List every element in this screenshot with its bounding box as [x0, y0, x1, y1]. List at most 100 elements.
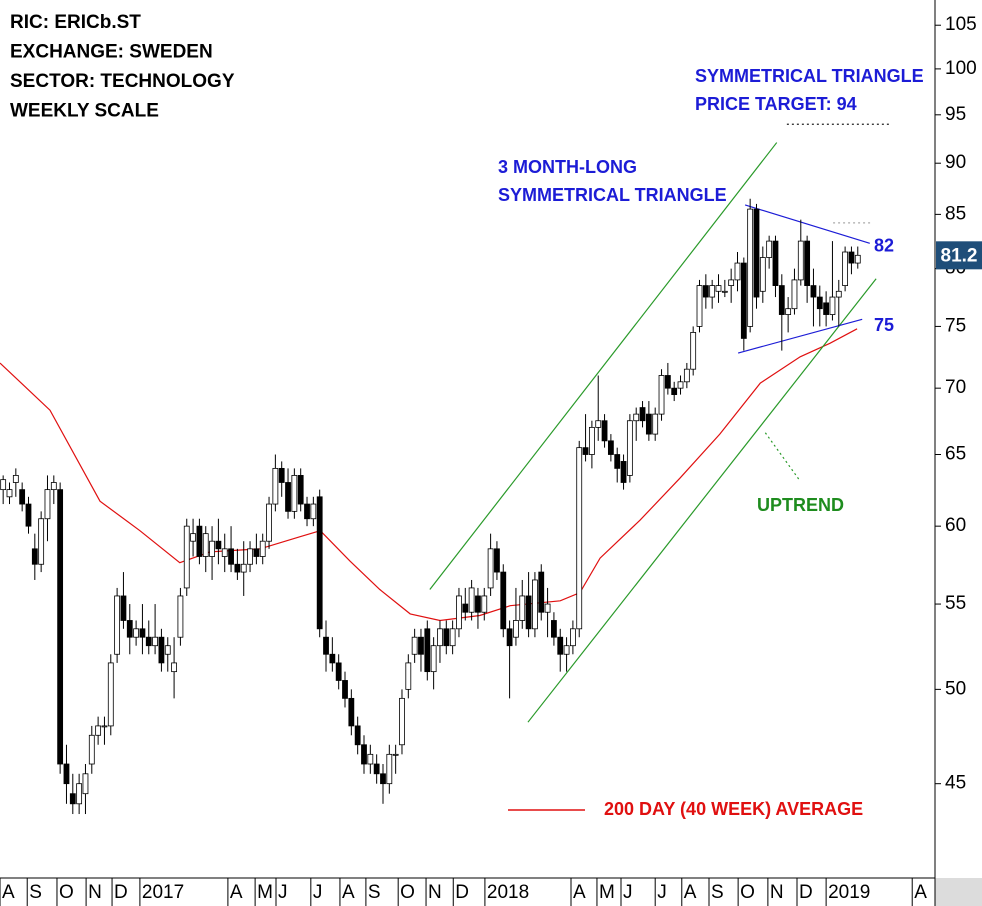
- candle-body: [747, 208, 754, 327]
- candle-body: [69, 793, 76, 805]
- candle-body: [202, 533, 209, 557]
- candle-body: [0, 479, 7, 491]
- candle-body: [766, 240, 773, 258]
- candle-body: [240, 563, 247, 573]
- x-tick-label: N: [428, 882, 442, 903]
- x-tick-label: A: [230, 882, 243, 903]
- candle-body: [101, 725, 108, 728]
- x-tick-label: S: [368, 882, 381, 903]
- candle-body: [607, 440, 614, 455]
- candle-body: [278, 467, 285, 483]
- candle-body: [829, 296, 836, 315]
- candle-body: [677, 381, 684, 389]
- candle-body: [753, 208, 760, 298]
- x-tick-label: N: [88, 882, 102, 903]
- candle-body: [114, 595, 121, 655]
- x-tick-label: 2018: [487, 882, 529, 903]
- candle-body: [810, 285, 817, 298]
- y-tick-label: 55: [945, 593, 966, 614]
- candle-body: [557, 636, 564, 655]
- candle-body: [683, 368, 690, 383]
- candle-body: [709, 285, 716, 298]
- candle-body: [120, 595, 127, 621]
- candle-body: [519, 595, 526, 621]
- candle-body: [291, 475, 298, 512]
- candle-body: [411, 636, 418, 655]
- x-tick-label: A: [684, 882, 697, 903]
- y-tick-label: 65: [945, 444, 966, 465]
- candle-body: [215, 540, 222, 550]
- x-tick-label: J: [623, 882, 633, 903]
- candle-body: [418, 636, 424, 655]
- x-tick-label: D: [455, 882, 469, 903]
- candle-body: [538, 571, 545, 613]
- x-tick-label: A: [914, 882, 927, 903]
- candle-body: [405, 662, 412, 690]
- candle-body: [88, 734, 95, 765]
- candle-body: [487, 548, 494, 589]
- candle-body: [614, 454, 621, 469]
- candle-body: [221, 548, 228, 557]
- candle-body: [620, 461, 627, 483]
- candle-body: [171, 662, 177, 673]
- candle-body: [848, 251, 855, 264]
- candle-body: [797, 240, 804, 281]
- candle-body: [82, 773, 89, 795]
- x-tick-label: O: [400, 882, 415, 903]
- candle-body: [399, 697, 405, 746]
- candle-body: [652, 413, 659, 435]
- candle-body: [443, 628, 450, 647]
- y-tick-label: 105: [945, 14, 977, 35]
- candle-body: [437, 628, 443, 647]
- candle-body: [588, 426, 595, 455]
- candle-body: [392, 753, 399, 756]
- candle-body: [449, 628, 456, 647]
- candle-body: [664, 375, 671, 389]
- price-tag-label: 81.2: [941, 245, 978, 266]
- x-tick-label: J: [313, 882, 323, 903]
- candle-body: [740, 262, 747, 339]
- x-tick-label: S: [711, 882, 724, 903]
- header-line: SECTOR: TECHNOLOGY: [10, 71, 235, 92]
- candle-body: [158, 636, 165, 664]
- trend-line: [744, 204, 870, 244]
- candle-body: [12, 475, 19, 483]
- y-tick-label: 100: [945, 58, 977, 79]
- candle-body: [57, 489, 64, 765]
- candle-body: [25, 503, 32, 527]
- candle-body: [316, 496, 323, 630]
- candle-body: [253, 548, 260, 557]
- candle-body: [348, 697, 355, 727]
- candle-body: [494, 548, 500, 573]
- candle-body: [576, 447, 583, 630]
- candle-body: [456, 595, 462, 630]
- candle-body: [702, 285, 709, 298]
- candle-body: [164, 645, 171, 655]
- candle-body: [525, 595, 532, 630]
- candle-body: [6, 489, 13, 498]
- candle-body: [639, 407, 646, 422]
- y-tick-label: 60: [945, 515, 966, 536]
- candle-body: [721, 290, 728, 293]
- level-label: 75: [874, 315, 894, 335]
- header-line: RIC: ERICb.ST: [10, 12, 141, 33]
- x-tick-label: M: [257, 882, 273, 903]
- y-tick-label: 85: [945, 203, 966, 224]
- candle-body: [95, 725, 102, 736]
- candle-body: [190, 533, 196, 542]
- corner-box: [935, 878, 982, 906]
- candle-body: [50, 482, 57, 491]
- candle-body: [285, 482, 291, 512]
- candle-body: [481, 595, 488, 613]
- candle-body: [785, 308, 792, 315]
- plot-area: [0, 123, 891, 815]
- candle-body: [816, 296, 823, 310]
- price-tag: [936, 241, 982, 270]
- candle-body: [329, 653, 336, 664]
- y-tick-label: 75: [945, 315, 966, 336]
- candle-body: [506, 628, 513, 647]
- candle-body: [601, 420, 608, 442]
- candle-body: [804, 240, 811, 286]
